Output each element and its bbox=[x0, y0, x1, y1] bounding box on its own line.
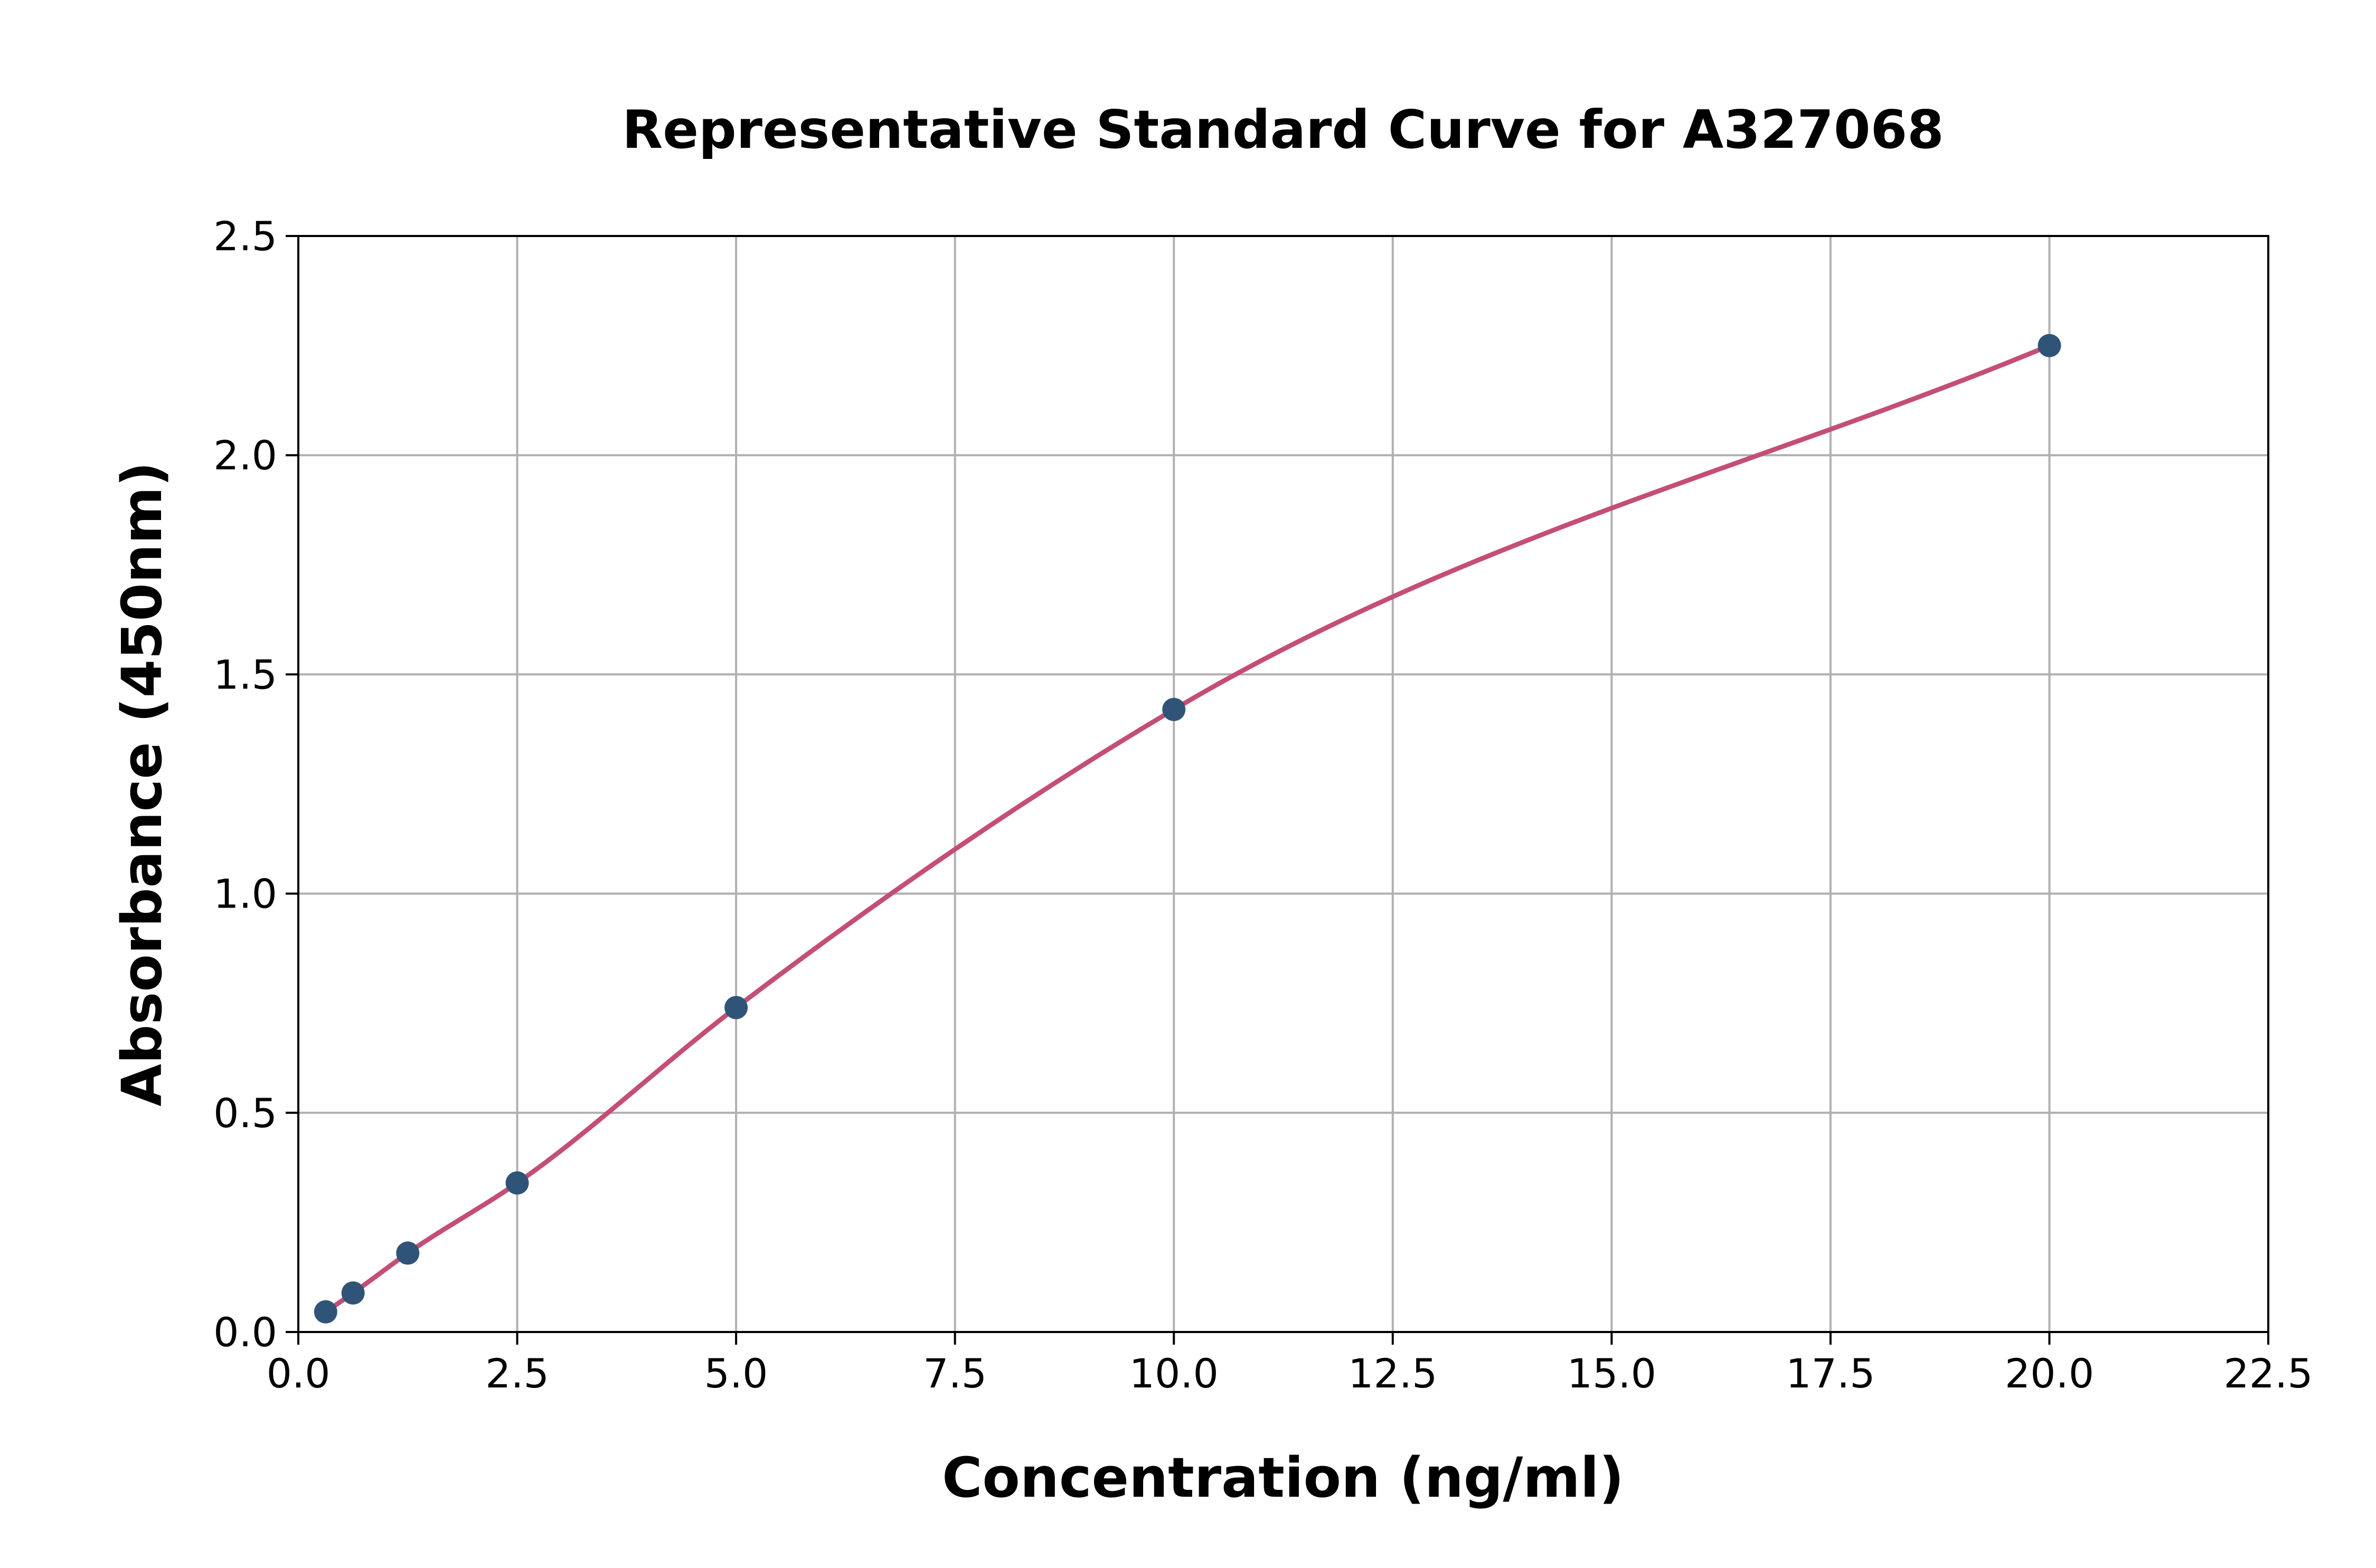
data-point bbox=[396, 1241, 420, 1265]
data-point bbox=[505, 1171, 529, 1195]
y-tick-label: 0.0 bbox=[213, 1309, 277, 1356]
x-tick-label: 15.0 bbox=[1567, 1350, 1656, 1397]
y-tick-label: 2.5 bbox=[213, 213, 277, 260]
x-tick-label: 22.5 bbox=[2223, 1350, 2313, 1397]
y-tick-label: 0.5 bbox=[213, 1090, 277, 1137]
data-point bbox=[314, 1300, 337, 1324]
fit-curve-layer bbox=[324, 343, 2051, 1314]
data-point bbox=[341, 1281, 365, 1305]
x-tick-label: 5.0 bbox=[704, 1350, 768, 1397]
x-axis-label: Concentration (ng/ml) bbox=[942, 1446, 1624, 1510]
data-point bbox=[2038, 334, 2061, 357]
data-point bbox=[1162, 697, 1186, 721]
y-tick-label: 1.0 bbox=[213, 871, 277, 918]
y-tick-label: 2.0 bbox=[213, 432, 277, 479]
y-tick-label: 1.5 bbox=[213, 651, 277, 698]
x-tick-label: 17.5 bbox=[1786, 1350, 1875, 1397]
x-tick-label: 20.0 bbox=[2005, 1350, 2094, 1397]
x-tick-label: 12.5 bbox=[1348, 1350, 1437, 1397]
x-tick-label: 0.0 bbox=[267, 1350, 331, 1397]
data-points bbox=[314, 334, 2061, 1324]
grid bbox=[297, 235, 2269, 1333]
x-axis-ticks: 0.0 2.5 5.0 7.5 10.0 12.5 15.0 17.5 20.0 22.5 bbox=[267, 1332, 2313, 1397]
y-axis-ticks: 0.0 0.5 1.0 1.5 2.0 2.5 bbox=[213, 213, 298, 1356]
x-tick-label: 7.5 bbox=[923, 1350, 987, 1397]
data-point bbox=[724, 996, 748, 1019]
y-axis-label: Absorbance (450nm) bbox=[110, 461, 174, 1106]
plot-frame bbox=[297, 235, 2269, 1333]
chart-title: Representative Standard Curve for A32706… bbox=[622, 99, 1944, 160]
x-tick-label: 2.5 bbox=[485, 1350, 549, 1397]
fit-curve bbox=[324, 343, 2051, 1314]
x-tick-label: 10.0 bbox=[1129, 1350, 1219, 1397]
